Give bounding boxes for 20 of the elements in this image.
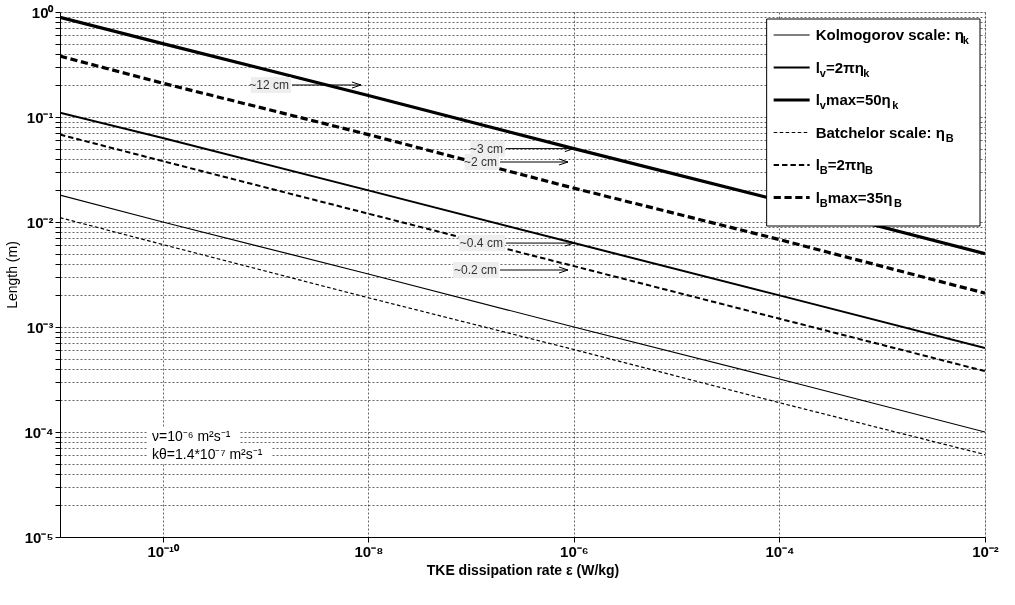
x-tick-label: 10⁻¹⁰ xyxy=(147,542,181,560)
x-tick-label: 10⁻² xyxy=(972,542,999,560)
annotation: ~0.4 cm xyxy=(459,236,503,251)
y-tick-label: 10⁻² xyxy=(26,213,54,231)
annotation: ~2 cm xyxy=(463,155,497,169)
y-axis-title: Length (m) xyxy=(4,241,21,309)
x-tick-label: 10⁻⁶ xyxy=(560,542,589,560)
annotation: ~12 cm xyxy=(249,78,289,92)
annotation: ~0.2 cm xyxy=(453,263,497,277)
y-tick-label: 10⁻⁵ xyxy=(24,528,54,546)
x-tick-label: 10⁻⁸ xyxy=(354,542,384,560)
annotation: ~3 cm xyxy=(469,141,503,156)
y-tick-label: 10⁰ xyxy=(31,3,55,21)
annotation: kθ=1.4*10⁻⁷ m²s⁻¹ xyxy=(152,446,263,462)
y-tick-label: 10⁻¹ xyxy=(26,108,54,126)
x-axis-title: TKE dissipation rate ε (W/kg) xyxy=(426,561,620,578)
x-tick-label: 10⁻⁴ xyxy=(765,542,795,560)
y-tick-label: 10⁻⁴ xyxy=(24,423,54,441)
y-tick-label: 10⁻³ xyxy=(26,318,54,336)
annotation: ν=10⁻⁶ m²s⁻¹ xyxy=(152,428,231,444)
